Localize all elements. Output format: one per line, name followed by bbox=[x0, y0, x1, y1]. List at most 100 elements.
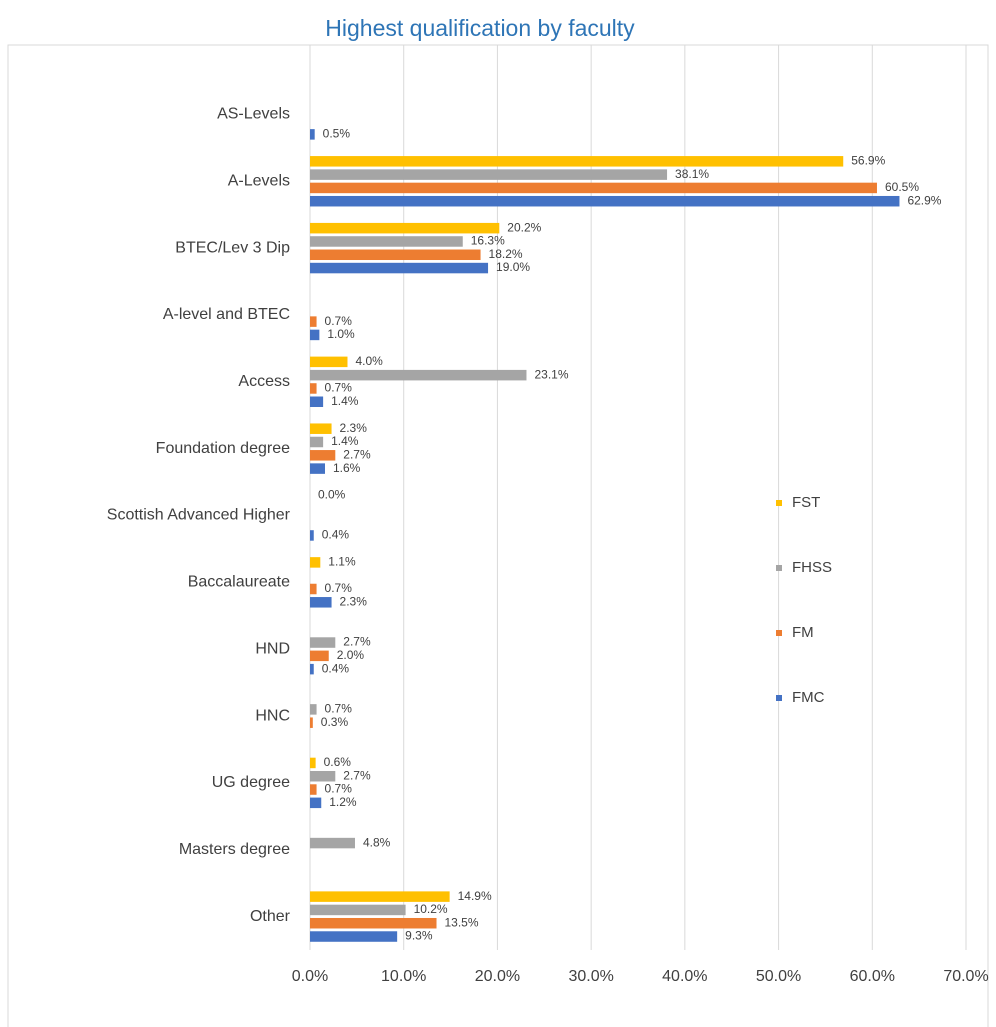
y-tick-label: Access bbox=[238, 373, 290, 390]
bar bbox=[310, 931, 398, 942]
bar bbox=[310, 637, 336, 648]
chart-title: Highest qualification by faculty bbox=[325, 15, 635, 41]
x-tick-label: 40.0% bbox=[662, 968, 707, 985]
y-tick-label: Scottish Advanced Higher bbox=[107, 507, 291, 524]
bar bbox=[310, 557, 321, 568]
data-label: 60.5% bbox=[885, 180, 919, 194]
data-label: 9.3% bbox=[405, 929, 433, 943]
x-tick-label: 0.0% bbox=[292, 968, 328, 985]
bar bbox=[310, 717, 313, 728]
legend-label: FMC bbox=[792, 689, 825, 706]
data-label: 16.3% bbox=[471, 234, 505, 248]
bar bbox=[310, 784, 317, 795]
data-label: 38.1% bbox=[675, 167, 709, 181]
data-label: 23.1% bbox=[534, 367, 568, 381]
data-label: 0.7% bbox=[325, 314, 353, 328]
data-label: 0.4% bbox=[322, 528, 350, 542]
data-label: 0.6% bbox=[324, 755, 352, 769]
legend-label: FM bbox=[792, 624, 814, 641]
data-label: 10.2% bbox=[414, 902, 448, 916]
bar bbox=[310, 249, 481, 261]
data-label: 0.0% bbox=[318, 488, 346, 502]
data-label: 0.3% bbox=[321, 715, 349, 729]
bar bbox=[310, 329, 320, 341]
x-tick-label: 60.0% bbox=[850, 968, 895, 985]
data-label: 2.0% bbox=[337, 648, 365, 662]
bar bbox=[310, 383, 317, 394]
bar bbox=[310, 757, 316, 769]
data-label: 2.3% bbox=[340, 594, 368, 608]
data-label: 20.2% bbox=[507, 220, 541, 234]
data-label: 2.7% bbox=[343, 635, 371, 649]
bar bbox=[310, 129, 315, 140]
bar bbox=[310, 182, 877, 194]
y-tick-label: A-level and BTEC bbox=[163, 306, 290, 323]
legend-swatch bbox=[776, 565, 782, 571]
data-label: 1.0% bbox=[327, 327, 355, 341]
data-label: 2.3% bbox=[340, 421, 368, 435]
data-label: 1.6% bbox=[333, 461, 361, 475]
y-tick-label: Other bbox=[250, 908, 291, 925]
bar bbox=[310, 463, 325, 474]
bar bbox=[310, 369, 527, 381]
x-tick-label: 70.0% bbox=[943, 968, 988, 985]
data-label: 14.9% bbox=[458, 889, 492, 903]
y-tick-label: Baccalaureate bbox=[188, 574, 290, 591]
data-label: 1.2% bbox=[329, 795, 357, 809]
data-label: 0.5% bbox=[323, 127, 351, 141]
bar bbox=[310, 262, 489, 274]
y-tick-label: UG degree bbox=[212, 774, 290, 791]
x-tick-label: 10.0% bbox=[381, 968, 426, 985]
bar bbox=[310, 597, 332, 608]
y-tick-label: Foundation degree bbox=[156, 440, 290, 457]
data-label: 1.4% bbox=[331, 434, 359, 448]
data-label: 56.9% bbox=[851, 153, 885, 167]
bar bbox=[310, 236, 463, 247]
bar bbox=[310, 797, 322, 809]
legend-swatch bbox=[776, 695, 782, 701]
y-tick-label: Masters degree bbox=[179, 841, 290, 858]
bar bbox=[310, 423, 332, 434]
x-tick-label: 50.0% bbox=[756, 968, 801, 985]
data-label: 0.4% bbox=[322, 661, 350, 675]
bar bbox=[310, 891, 450, 902]
data-label: 2.7% bbox=[343, 447, 371, 461]
bar bbox=[310, 436, 324, 448]
bar bbox=[310, 583, 317, 595]
legend-label: FST bbox=[792, 494, 820, 511]
data-label: 19.0% bbox=[496, 260, 530, 274]
bar bbox=[310, 169, 668, 180]
bar bbox=[310, 316, 317, 327]
data-label: 0.7% bbox=[325, 782, 353, 796]
data-label: 0.7% bbox=[325, 381, 353, 395]
bar bbox=[310, 156, 844, 167]
chart-frame bbox=[7, 44, 989, 1027]
x-tick-label: 30.0% bbox=[568, 968, 613, 985]
bar bbox=[310, 904, 406, 916]
data-label: 1.4% bbox=[331, 394, 359, 408]
bar bbox=[310, 195, 900, 207]
bar bbox=[310, 837, 355, 849]
bar bbox=[310, 530, 314, 541]
y-tick-label: A-Levels bbox=[228, 172, 290, 189]
data-label: 0.7% bbox=[325, 702, 353, 716]
data-label: 13.5% bbox=[445, 915, 479, 929]
legend-swatch bbox=[776, 500, 782, 506]
bar bbox=[310, 770, 336, 782]
bar bbox=[310, 222, 500, 234]
bar bbox=[310, 356, 348, 368]
data-label: 4.0% bbox=[355, 354, 383, 368]
bar bbox=[310, 650, 329, 662]
data-label: 0.7% bbox=[325, 581, 353, 595]
legend-swatch bbox=[776, 630, 782, 636]
legend-label: FHSS bbox=[792, 559, 832, 576]
data-label: 2.7% bbox=[343, 768, 371, 782]
y-tick-label: BTEC/Lev 3 Dip bbox=[175, 239, 290, 256]
data-label: 4.8% bbox=[363, 835, 391, 849]
y-tick-label: HNC bbox=[255, 707, 290, 724]
bar bbox=[310, 450, 336, 461]
y-tick-label: AS-Levels bbox=[217, 106, 290, 123]
data-label: 62.9% bbox=[907, 193, 941, 207]
bar bbox=[310, 663, 314, 675]
